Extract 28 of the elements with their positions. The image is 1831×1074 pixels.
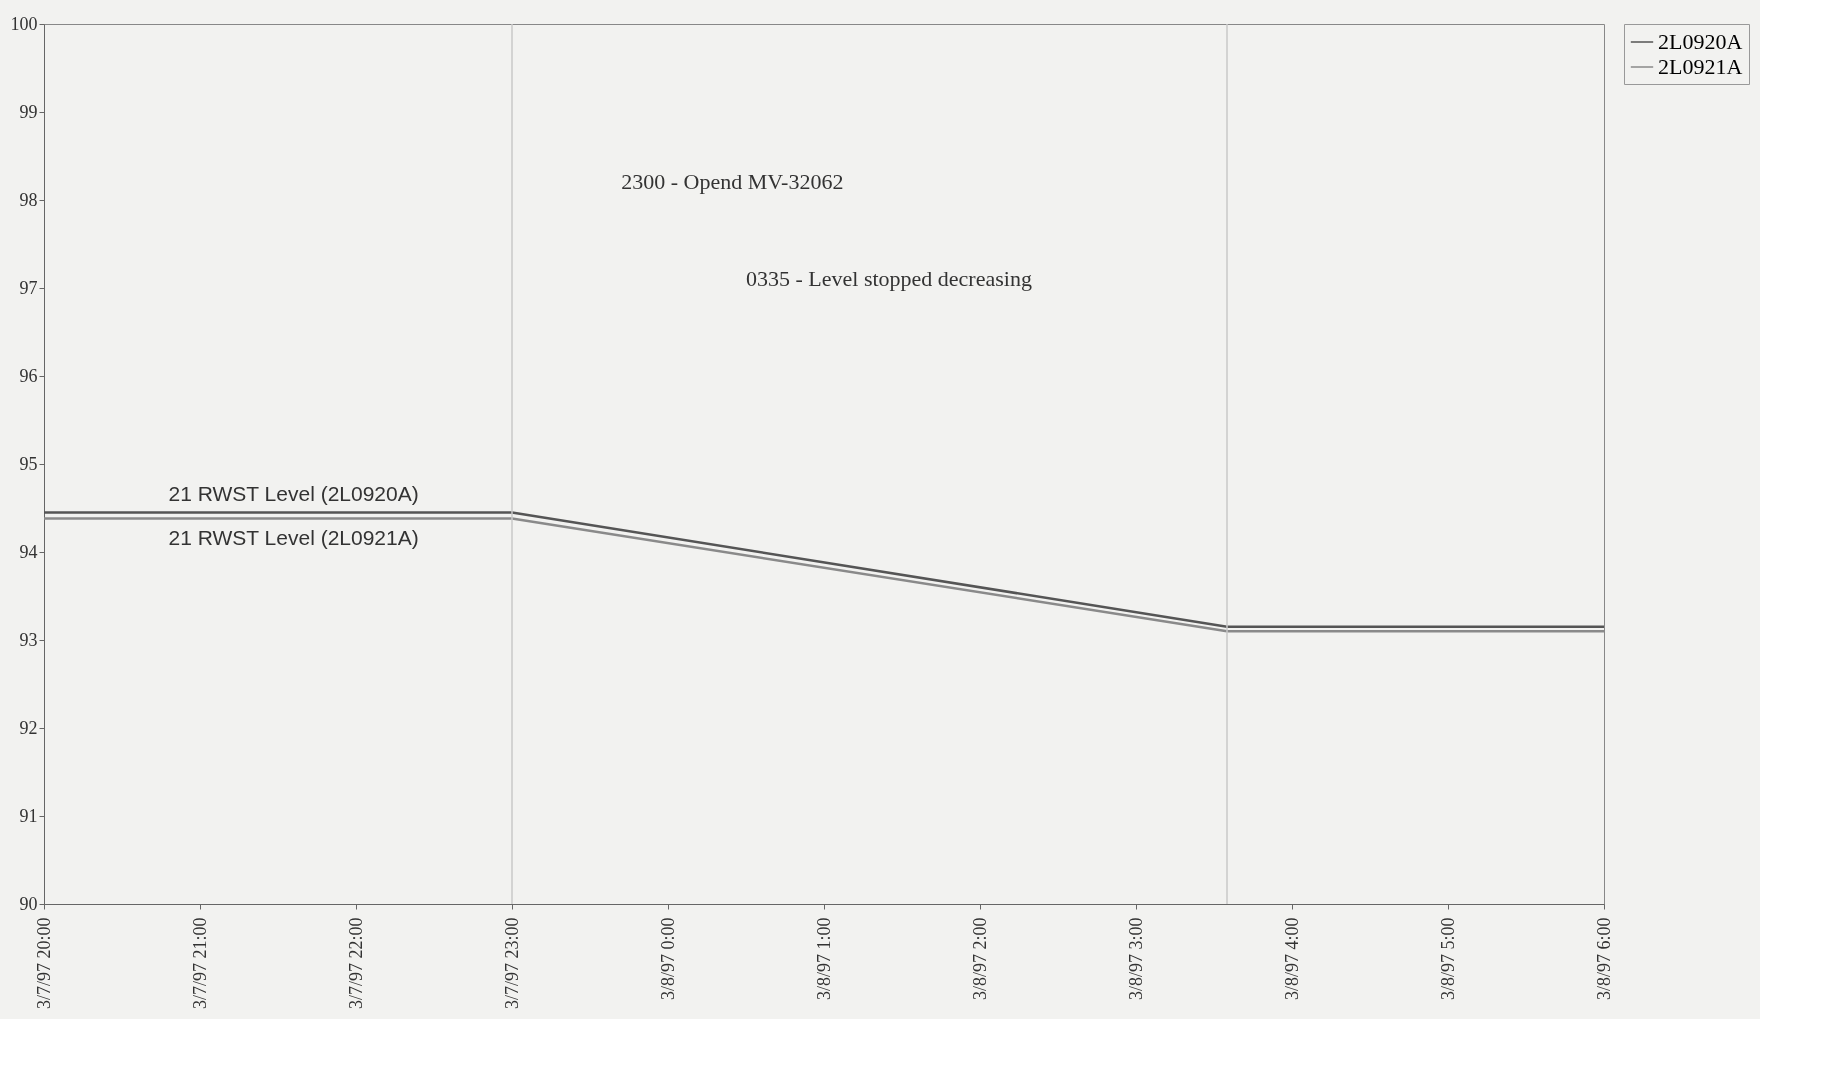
y-tick-label: 96	[19, 365, 38, 386]
x-tick-label: 3/8/97 0:00	[657, 917, 678, 1001]
y-tick-label: 99	[19, 101, 38, 122]
x-tick-label: 3/8/97 1:00	[813, 917, 834, 1001]
y-tick-label: 97	[19, 277, 38, 298]
y-tick-label: 93	[19, 629, 38, 650]
x-tick-label: 3/7/97 20:00	[33, 917, 54, 1010]
x-tick-label: 3/7/97 22:00	[345, 917, 366, 1010]
legend-label: 2L0921A	[1658, 54, 1743, 79]
annotation: 2300 - Opend MV-32062	[621, 169, 844, 195]
x-tick-label: 3/7/97 23:00	[501, 917, 522, 1010]
legend-label: 2L0920A	[1658, 29, 1743, 54]
y-tick-label: 95	[19, 453, 38, 474]
x-tick-label: 3/8/97 3:00	[1125, 917, 1146, 1001]
y-tick-label: 92	[19, 717, 38, 738]
x-tick-label: 3/8/97 2:00	[969, 917, 990, 1001]
y-tick-label: 100	[10, 13, 38, 34]
x-tick-label: 3/8/97 6:00	[1593, 917, 1614, 1001]
x-tick-label: 3/7/97 21:00	[189, 917, 210, 1010]
y-tick-label: 98	[19, 189, 38, 210]
x-tick-label: 3/8/97 5:00	[1437, 917, 1458, 1001]
y-tick-label: 91	[19, 805, 38, 826]
x-tick-label: 3/8/97 4:00	[1281, 917, 1302, 1001]
y-tick-label: 90	[19, 893, 38, 914]
annotation: 21 RWST Level (2L0920A)	[168, 481, 419, 505]
annotation: 21 RWST Level (2L0921A)	[168, 525, 419, 549]
annotation: 0335 - Level stopped decreasing	[746, 266, 1032, 292]
y-tick-label: 94	[19, 541, 38, 562]
